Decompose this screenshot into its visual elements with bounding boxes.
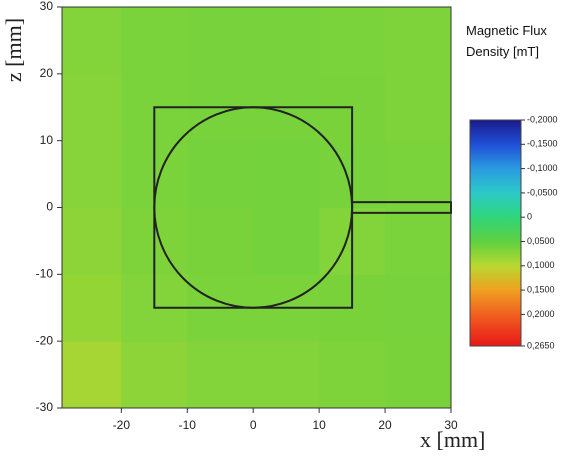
- heatmap-cell: [253, 140, 320, 208]
- y-tick-label: 0: [46, 200, 53, 214]
- colorbar-gradient: [469, 119, 522, 347]
- heatmap-cell: [187, 140, 254, 208]
- colorbar-tick-label: -0,1500: [527, 139, 558, 149]
- colorbar-tick-label: 0,0500: [527, 236, 555, 246]
- x-tick-label: 10: [312, 418, 326, 432]
- heatmap-cell: [253, 207, 320, 275]
- y-axis-title: z [mm]: [1, 18, 26, 82]
- heatmap-cell: [187, 341, 254, 409]
- x-axis-title: x [mm]: [420, 427, 485, 452]
- colorbar-tick-label: 0,2650: [527, 340, 555, 350]
- x-tick-label: -20: [113, 418, 131, 432]
- colorbar-title: Magnetic Flux Density [mT]: [466, 23, 547, 59]
- heatmap-cell: [319, 7, 386, 75]
- colorbar-tick-label: -0,1000: [527, 163, 558, 173]
- heatmap-cell: [62, 7, 122, 75]
- heatmap-cell: [62, 140, 122, 208]
- x-tick-label: 20: [378, 418, 392, 432]
- colorbar: -0,2000 -0,1500 -0,1000 -0,0500 0 0,0500 0,100…: [469, 114, 558, 350]
- colorbar-tick-label: 0,1000: [527, 260, 555, 270]
- heatmap-cell: [385, 140, 452, 208]
- heatmap-cell: [319, 341, 386, 409]
- y-tick-label: -30: [36, 400, 54, 414]
- heatmap-cell: [121, 7, 188, 75]
- colorbar-tick-label: -0,2000: [527, 114, 558, 124]
- heatmap-cell: [121, 341, 188, 409]
- x-tick-label: 30: [444, 418, 458, 432]
- heatmap-cell: [62, 73, 122, 142]
- heatmap-cell: [385, 73, 452, 142]
- heatmap-cell: [62, 341, 122, 409]
- y-tick-label: 20: [40, 66, 54, 80]
- heatmap-cell: [385, 207, 452, 275]
- heatmap-cell: [385, 274, 452, 342]
- heatmap-cell: [253, 7, 320, 75]
- x-tick-label: 0: [250, 418, 257, 432]
- heatmap-cell: [253, 341, 320, 409]
- y-tick-label: -10: [36, 267, 54, 281]
- heatmap-cell: [385, 341, 452, 409]
- colorbar-tick-label: 0: [527, 212, 532, 222]
- colorbar-tick-label: 0,2000: [527, 309, 555, 319]
- x-tick-label: -10: [179, 418, 197, 432]
- colorbar-tick-label: -0,0500: [527, 187, 558, 197]
- heatmap-cell: [62, 274, 122, 342]
- y-tick-label: -20: [36, 333, 54, 347]
- heatmap-cell: [187, 207, 254, 275]
- y-tick-label: 10: [40, 133, 54, 147]
- heatmap-cell: [62, 207, 122, 275]
- colorbar-tick-label: 0,1500: [527, 284, 555, 294]
- heatmap-cell: [187, 7, 254, 75]
- heatmap-cell: [385, 7, 452, 75]
- y-tick-label: 30: [40, 0, 54, 13]
